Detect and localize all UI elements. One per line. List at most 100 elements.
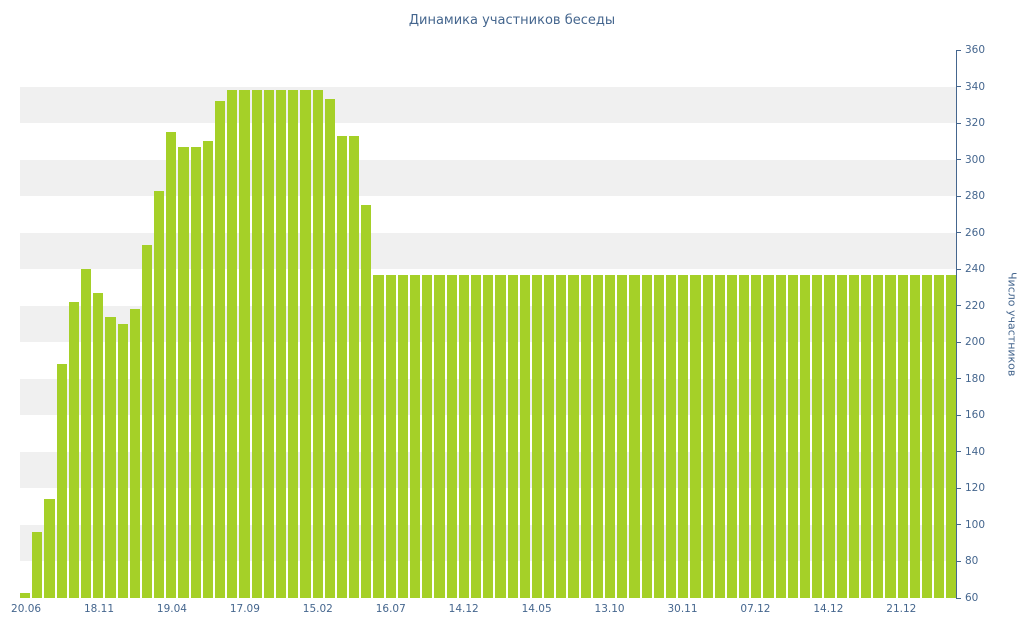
y-tick-mark (956, 305, 961, 307)
bar (495, 274, 506, 598)
y-tick-label: 60 (965, 592, 979, 604)
x-tick-label: 30.11 (667, 603, 698, 615)
bar (20, 592, 31, 598)
x-tick-label: 17.09 (229, 603, 260, 615)
y-tick-label: 140 (965, 445, 986, 458)
bar (714, 274, 725, 598)
bar (190, 146, 201, 598)
y-tick-label: 120 (965, 482, 986, 495)
bar (263, 90, 274, 598)
bar (410, 274, 421, 598)
y-tick-label: 300 (965, 153, 986, 166)
bar (300, 90, 311, 598)
bar (68, 302, 79, 598)
y-tick-label: 280 (965, 190, 986, 203)
bar (580, 274, 591, 598)
bar (251, 90, 262, 598)
bar (934, 274, 945, 598)
y-tick-label: 360 (965, 44, 986, 56)
bar (787, 274, 798, 598)
bar (873, 274, 884, 598)
bar (531, 274, 543, 598)
bar (446, 274, 457, 598)
bar (32, 532, 43, 598)
y-axis-title: Число участников (1004, 50, 1020, 598)
y-tick-mark (956, 195, 961, 197)
bar (519, 274, 530, 598)
y-tick-label: 260 (965, 226, 986, 239)
x-tick-label: 07.12 (740, 603, 771, 615)
x-axis: 20.06 18.11 19.04 17.09 15.02 16.07 14.12 14.05… (11, 601, 956, 617)
y-tick-label: 240 (965, 263, 986, 276)
y-tick-mark (956, 122, 961, 124)
y-tick-mark (956, 159, 961, 161)
y-tick-label: 340 (965, 80, 986, 93)
bar (227, 90, 238, 598)
bar (80, 269, 92, 598)
x-tick-label: 14.05 (521, 603, 552, 615)
y-tick-mark (956, 86, 961, 88)
bar (751, 274, 762, 598)
bar (44, 499, 55, 598)
bar (117, 324, 128, 598)
bar (312, 90, 323, 598)
bar (678, 274, 689, 598)
bar (885, 274, 896, 598)
bar (605, 274, 616, 598)
bar-series (20, 50, 957, 598)
y-tick-label: 180 (965, 372, 986, 385)
bar (629, 274, 640, 598)
bar (385, 274, 396, 598)
grid-band (20, 86, 956, 124)
bar (848, 274, 859, 598)
bar (336, 135, 348, 598)
y-tick-label: 220 (965, 299, 986, 312)
y-tick-mark (956, 232, 961, 234)
bar (860, 274, 872, 598)
bar (739, 274, 750, 598)
x-tick-label: 16.07 (375, 603, 406, 615)
bar (422, 274, 433, 598)
x-tick-label: 18.11 (83, 603, 115, 615)
y-tick-label: 320 (965, 117, 986, 130)
bar (665, 274, 677, 598)
bar (56, 364, 67, 598)
x-tick-label: 14.12 (813, 603, 844, 615)
bar (141, 245, 153, 598)
bar (617, 274, 628, 598)
bar (239, 90, 250, 598)
y-tick-mark (956, 49, 961, 51)
bar (507, 274, 518, 598)
y-tick-mark (956, 524, 961, 526)
bar (434, 274, 445, 598)
bar (544, 274, 555, 598)
bar (641, 274, 652, 598)
bar (897, 274, 908, 598)
bar (361, 205, 372, 598)
chart-title: Динамика участников беседы (408, 13, 616, 28)
y-axis: 360 340 320 300 280 260 240 220 200 180 160 140 120 1… (956, 44, 1003, 604)
x-tick-label: 19.04 (156, 603, 187, 615)
bar (93, 292, 104, 598)
bar (653, 274, 664, 598)
bar (288, 90, 299, 598)
y-tick-mark (956, 414, 961, 416)
bar (324, 99, 335, 598)
bar (105, 316, 116, 598)
bar (154, 190, 165, 598)
y-tick-mark (956, 451, 961, 453)
y-tick-mark (956, 378, 961, 380)
bar (568, 274, 579, 598)
bar (556, 274, 567, 598)
y-tick-label: 160 (965, 409, 986, 422)
x-tick-label: 14.12 (448, 603, 479, 615)
y-tick-label: 80 (965, 555, 979, 568)
bar (458, 274, 469, 598)
y-tick-mark (956, 560, 961, 562)
bar (812, 274, 823, 598)
bar (202, 141, 213, 598)
bar (921, 274, 933, 598)
bar (726, 274, 738, 598)
bar (824, 274, 835, 598)
y-tick-mark (956, 268, 961, 270)
